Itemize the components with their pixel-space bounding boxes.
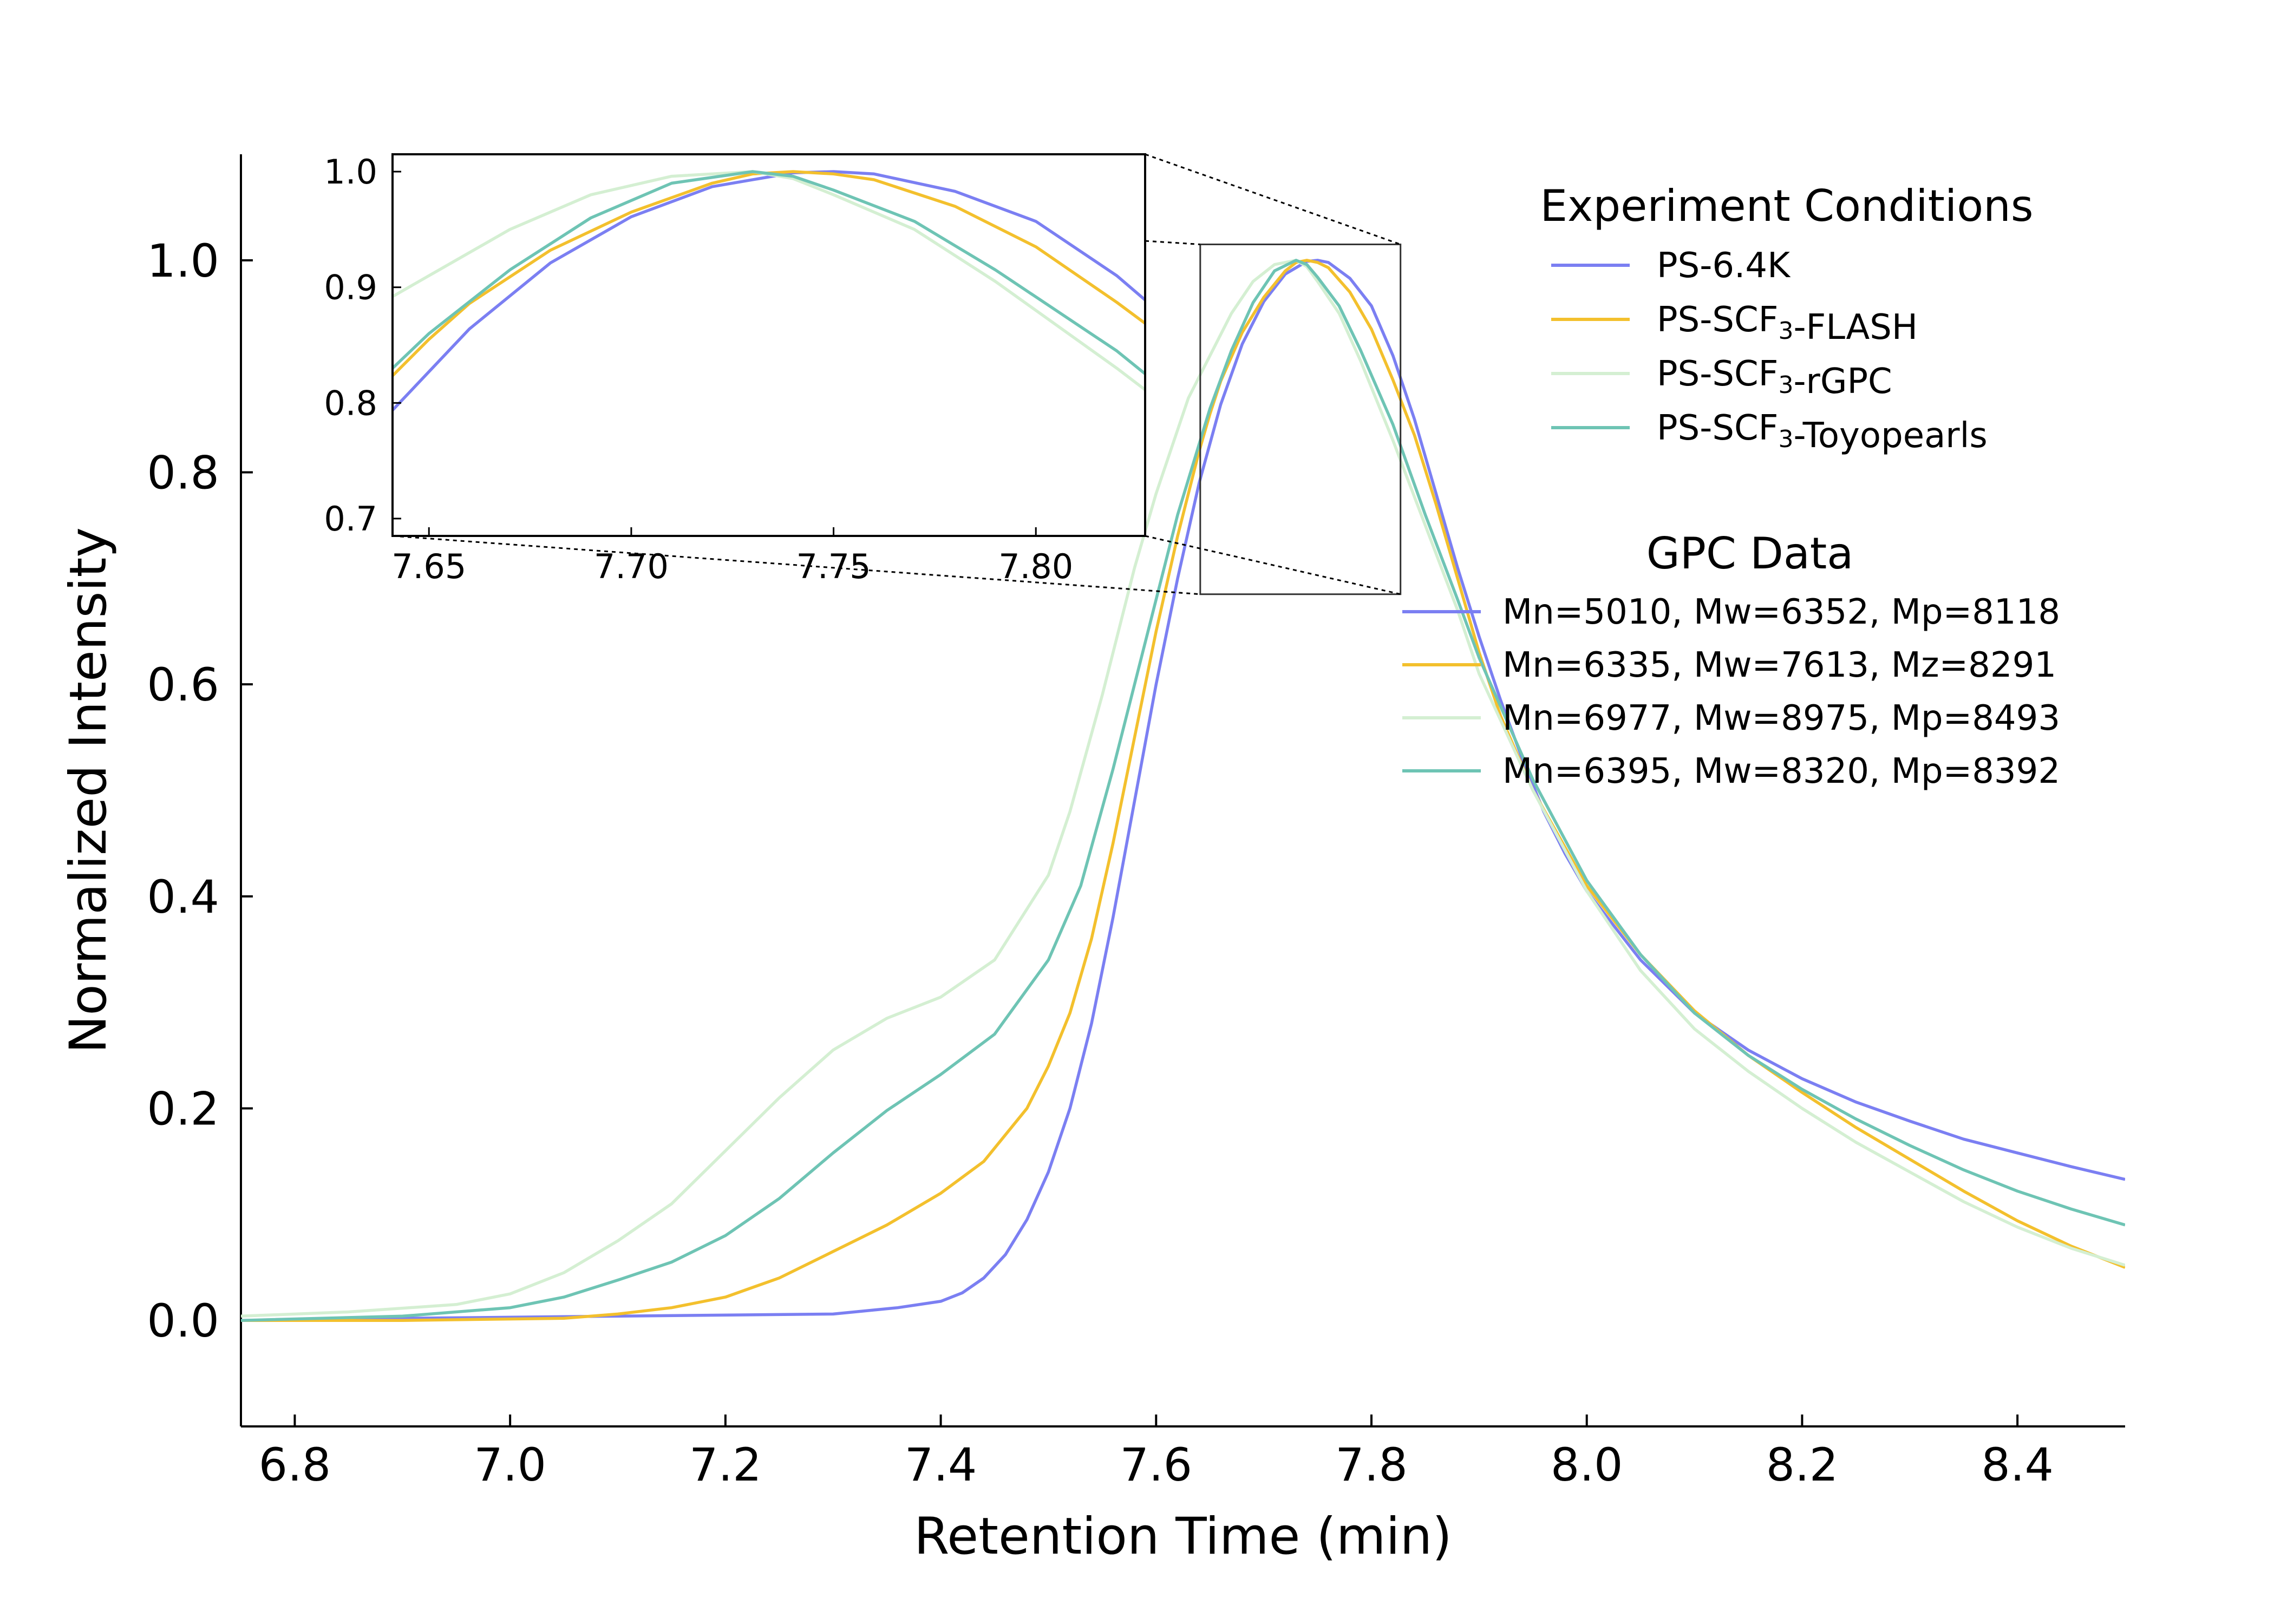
inset-x-tick-label: 7.75 bbox=[796, 547, 871, 586]
x-tick-label: 8.0 bbox=[1551, 1438, 1623, 1491]
x-tick-label: 6.8 bbox=[259, 1438, 331, 1491]
y-tick-label: 0.0 bbox=[147, 1294, 219, 1347]
gpc-label: Mn=5010, Mw=6352, Mp=8118 bbox=[1502, 592, 2060, 632]
y-tick-label: 0.2 bbox=[147, 1083, 219, 1136]
zoom-connector-lines bbox=[392, 153, 1401, 595]
y-tick-label: 0.6 bbox=[147, 658, 219, 711]
series-line bbox=[241, 259, 2125, 1322]
zoom-connector bbox=[1145, 535, 1401, 595]
legend-label: PS-6.4K bbox=[1657, 246, 1791, 286]
gpc-label: Mn=6335, Mw=7613, Mz=8291 bbox=[1502, 645, 2056, 685]
inset-series-line bbox=[393, 170, 1145, 378]
inset-x-tick-label: 7.65 bbox=[391, 547, 466, 586]
x-axis-title: Retention Time (min) bbox=[914, 1507, 1452, 1566]
y-tick-label: 1.0 bbox=[147, 234, 219, 287]
inset-y-tick-label: 1.0 bbox=[324, 152, 377, 192]
gpc-legend-title: GPC Data bbox=[1646, 528, 1854, 579]
legend-label: PS-SCF3-rGPC bbox=[1657, 354, 1892, 402]
inset-series-line bbox=[393, 170, 1145, 376]
main-series-group bbox=[241, 259, 2125, 1322]
y-tick-label: 0.8 bbox=[147, 447, 219, 500]
x-tick-label: 8.4 bbox=[1981, 1438, 2054, 1491]
inset-series-line bbox=[393, 170, 1145, 412]
x-tick-label: 7.8 bbox=[1335, 1438, 1408, 1491]
y-tick-label: 0.4 bbox=[147, 870, 219, 924]
x-tick-label: 7.6 bbox=[1120, 1438, 1192, 1491]
inset-frame bbox=[391, 153, 1146, 537]
inset-y-tick-label: 0.8 bbox=[324, 383, 377, 423]
main-ticks: 6.8 7.0 7.2 7.4 7.6 7.8 8.0 8.2 8.4 0.0 0.2 0.4 0.6 0… bbox=[147, 234, 2054, 1491]
zoom-connector bbox=[1145, 153, 1401, 245]
x-tick-label: 8.2 bbox=[1766, 1438, 1839, 1491]
inset-series-group bbox=[393, 170, 1145, 412]
gpc-legend: Mn=5010, Mw=6352, Mp=8118 Mn=6335, Mw=761… bbox=[1402, 592, 2060, 791]
series-line bbox=[241, 259, 2125, 1318]
x-tick-label: 7.0 bbox=[474, 1438, 546, 1491]
y-axis-title: Normalized Intensity bbox=[59, 527, 118, 1053]
zoom-connector bbox=[392, 535, 1200, 595]
legend-label: PS-SCF3-Toyopearls bbox=[1657, 408, 1988, 456]
legend-title: Experiment Conditions bbox=[1540, 181, 2033, 231]
inset-x-tick-label: 7.70 bbox=[594, 547, 669, 586]
gpc-label: Mn=6977, Mw=8975, Mp=8493 bbox=[1502, 698, 2060, 738]
gpc-label: Mn=6395, Mw=8320, Mp=8392 bbox=[1502, 751, 2060, 791]
legend: PS-6.4K PS-SCF3-FLASH PS-SCF3-rGPC PS-SCF3-… bbox=[1551, 246, 1988, 456]
x-tick-label: 7.4 bbox=[905, 1438, 977, 1491]
x-tick-label: 7.2 bbox=[689, 1438, 762, 1491]
inset-y-tick-label: 0.7 bbox=[324, 499, 377, 539]
inset-ticks: 7.65 7.70 7.75 7.80 0.7 0.8 0.9 1.0 bbox=[324, 152, 1073, 586]
inset-x-tick-label: 7.80 bbox=[998, 547, 1073, 586]
zoom-connector bbox=[1145, 240, 1200, 245]
zoom-region-box bbox=[1199, 243, 1402, 595]
inset-background bbox=[393, 154, 1145, 536]
legend-label: PS-SCF3-FLASH bbox=[1657, 300, 1918, 348]
inset-y-tick-label: 0.9 bbox=[324, 268, 377, 307]
inset-series-line bbox=[393, 170, 1145, 392]
